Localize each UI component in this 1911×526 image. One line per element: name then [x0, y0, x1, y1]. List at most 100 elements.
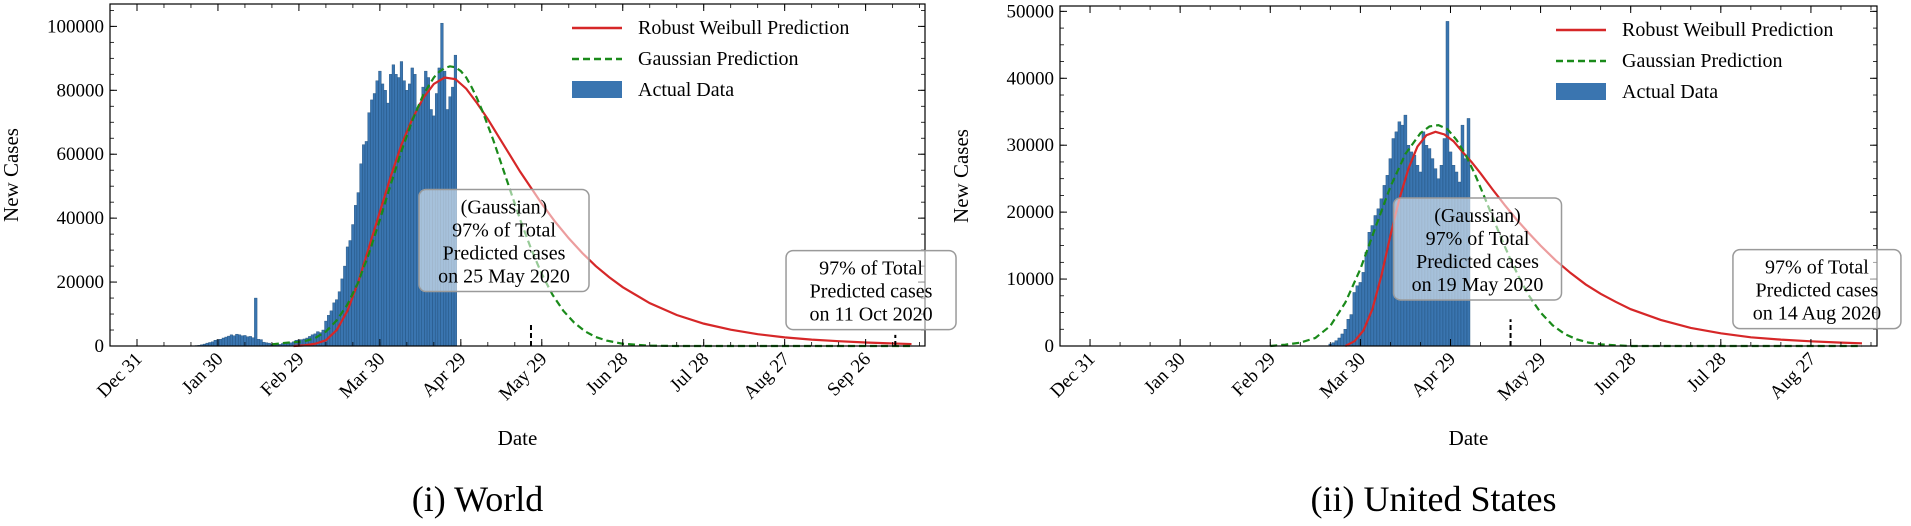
legend-label-actual: Actual Data — [1622, 81, 1718, 103]
data-bar — [210, 341, 215, 347]
legend-label-gaussian: Gaussian Prediction — [638, 48, 799, 70]
plot-frame — [109, 3, 926, 347]
data-bar — [397, 77, 401, 347]
gaussian-prediction-line — [271, 65, 912, 348]
data-bar — [1367, 232, 1372, 347]
data-bar — [240, 335, 244, 347]
x-tick-label: Jun 28 — [1590, 349, 1640, 399]
data-bar — [1370, 225, 1375, 347]
annotation-text: 97% of Total — [452, 220, 556, 242]
x-tick-label: Mar 30 — [1316, 349, 1370, 403]
legend-swatch-actual — [572, 81, 622, 98]
legend: Robust Weibull Prediction Gaussian Predic… — [1556, 19, 1833, 103]
data-bar — [1373, 215, 1378, 347]
x-tick-label: Dec 31 — [1046, 349, 1099, 402]
data-bar — [254, 297, 258, 347]
data-bar — [383, 90, 387, 347]
data-bar — [391, 64, 395, 347]
data-bar — [337, 291, 341, 347]
annotation-text: Predicted cases — [1416, 251, 1539, 273]
data-bar — [246, 336, 250, 347]
data-bar — [237, 334, 242, 347]
united-states-chart: 0 10000 20000 30000 40000 50000 Dec 31 Jan 30 Fe… — [949, 1, 1902, 450]
data-bar — [1352, 292, 1357, 347]
x-tick-label: Aug 27 — [1766, 349, 1821, 404]
data-bar — [362, 144, 366, 347]
legend-swatch-actual — [1556, 83, 1606, 100]
x-tick-label: Apr 29 — [1407, 349, 1460, 402]
x-tick-label: Jul 28 — [666, 349, 713, 396]
y-tick-label: 40000 — [57, 208, 105, 229]
annotation-text: on 19 May 2020 — [1412, 274, 1544, 296]
data-bar — [235, 333, 239, 347]
annotation-text: on 25 May 2020 — [438, 266, 570, 288]
x-tick-label: Jul 28 — [1683, 349, 1730, 396]
data-bar — [1364, 252, 1369, 347]
caption-world: (i) World — [411, 479, 544, 519]
x-tick-label: Jan 30 — [178, 349, 228, 399]
data-bar — [221, 337, 225, 347]
x-tick-label: Sep 26 — [823, 349, 875, 401]
data-bar — [213, 340, 217, 347]
y-axis-label: New Cases — [949, 129, 973, 223]
data-bar — [399, 61, 404, 347]
data-bar — [389, 74, 393, 347]
annotation-text: 97% of Total — [819, 258, 923, 280]
annotation-text: 97% of Total — [1765, 257, 1869, 279]
legend-label-weibull: Robust Weibull Prediction — [1622, 19, 1833, 41]
caption-united-states: (ii) United States — [1310, 479, 1557, 519]
data-bar — [386, 102, 390, 347]
y-tick-label: 80000 — [57, 80, 105, 101]
data-bar — [359, 163, 363, 347]
panel-united-states: 0 10000 20000 30000 40000 50000 Dec 31 Jan 30 Fe… — [949, 0, 1911, 526]
data-bar — [372, 93, 377, 347]
x-tick-label: Feb 29 — [1228, 349, 1280, 401]
legend-label-weibull: Robust Weibull Prediction — [638, 17, 849, 39]
annotation-frame — [785, 249, 957, 331]
data-bar — [1346, 319, 1351, 347]
x-axis-label: Date — [498, 426, 538, 450]
legend: Robust Weibull Prediction Gaussian Predic… — [572, 17, 849, 101]
plot-frame — [1059, 5, 1878, 347]
data-bar — [229, 334, 233, 347]
x-tick-label: Feb 29 — [257, 349, 309, 401]
y-axis-label: New Cases — [0, 128, 23, 222]
annotation-frame — [418, 188, 590, 293]
y-tick-label: 40000 — [1007, 68, 1055, 89]
data-bar — [321, 329, 325, 347]
legend-label-actual: Actual Data — [638, 79, 734, 101]
data-bar — [345, 246, 350, 347]
x-axis-label: Date — [1449, 426, 1489, 450]
data-bar — [1337, 337, 1342, 347]
data-bar — [227, 335, 231, 347]
annotation-text: (Gaussian) — [461, 197, 548, 219]
y-tick-label: 0 — [1045, 336, 1055, 357]
data-bar — [354, 205, 358, 347]
legend-label-gaussian: Gaussian Prediction — [1622, 50, 1783, 72]
data-bar — [364, 141, 368, 347]
y-tick-label: 100000 — [47, 16, 104, 37]
x-tick-label: Aug 27 — [739, 349, 794, 404]
x-tick-label: May 29 — [495, 349, 551, 405]
data-bar — [1340, 333, 1345, 347]
data-bar — [219, 339, 223, 347]
x-tick-label: Apr 29 — [418, 349, 471, 402]
data-bar — [375, 80, 379, 347]
y-tick-label: 20000 — [57, 272, 105, 293]
data-bar — [356, 192, 360, 347]
weibull-prediction-line — [293, 76, 912, 348]
data-bar — [402, 80, 406, 347]
annotation-text: on 14 Aug 2020 — [1753, 303, 1881, 325]
data-bar — [370, 99, 374, 347]
data-bar — [348, 240, 352, 347]
data-bar — [1334, 340, 1339, 347]
data-bar — [251, 337, 255, 347]
x-tick-label: Jan 30 — [1140, 349, 1190, 399]
annotation-text: Predicted cases — [1756, 280, 1879, 302]
data-bar — [232, 335, 236, 347]
